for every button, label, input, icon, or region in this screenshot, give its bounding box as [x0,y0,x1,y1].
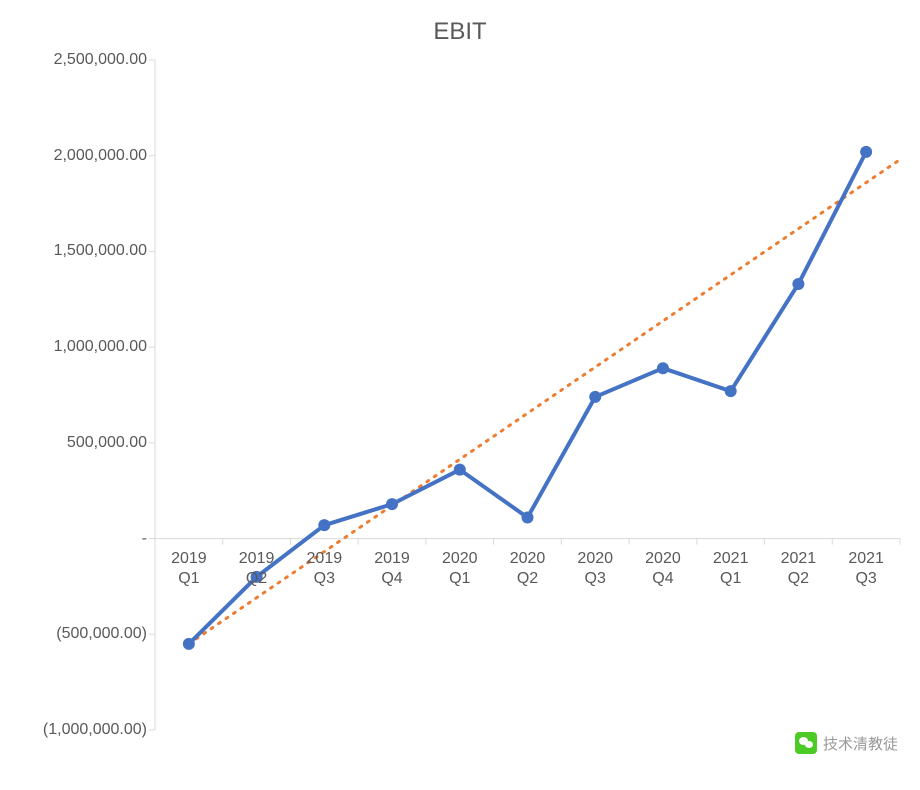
watermark-text: 技术清教徒 [823,733,898,754]
ebit-chart: EBIT (1,000,000.00)(500,000.00)-500,000.… [0,0,920,790]
x-tick-label: 2019 Q4 [374,549,410,589]
chart-svg [155,60,900,730]
watermark: 技术清教徒 [795,732,898,754]
y-tick-label: - [142,530,155,548]
chart-title: EBIT [0,18,920,46]
y-tick-label: 2,000,000.00 [54,147,155,165]
x-tick-label: 2019 Q3 [307,549,343,589]
x-tick-label: 2020 Q3 [577,549,613,589]
plot-area: (1,000,000.00)(500,000.00)-500,000.001,0… [155,60,900,730]
x-tick-label: 2019 Q1 [171,549,207,589]
x-tick-label: 2019 Q2 [239,549,275,589]
y-tick-label: 2,500,000.00 [54,51,155,69]
y-tick-label: (1,000,000.00) [43,721,155,739]
y-tick-label: (500,000.00) [56,625,155,643]
y-tick-label: 1,500,000.00 [54,242,155,260]
wechat-icon [795,732,817,754]
y-tick-label: 500,000.00 [67,434,155,452]
x-tick-label: 2021 Q3 [848,549,884,589]
x-tick-label: 2020 Q1 [442,549,478,589]
x-tick-label: 2020 Q4 [645,549,681,589]
y-tick-label: 1,000,000.00 [54,338,155,356]
x-tick-label: 2021 Q1 [713,549,749,589]
x-tick-label: 2020 Q2 [510,549,546,589]
x-tick-label: 2021 Q2 [781,549,817,589]
